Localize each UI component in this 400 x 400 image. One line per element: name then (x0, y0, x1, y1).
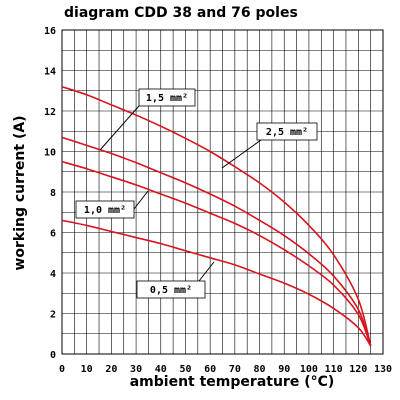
x-tick-label: 130 (374, 364, 392, 375)
x-tick-label: 20 (105, 364, 117, 375)
y-tick-label: 2 (50, 310, 56, 321)
x-tick-label: 120 (349, 364, 367, 375)
plot-frame (61, 29, 384, 355)
series-label-leader (133, 190, 149, 210)
series-label-3: 0,5 mm² (150, 285, 192, 296)
series-label-box (136, 280, 206, 299)
series-label-box (256, 122, 318, 141)
x-tick-label: 100 (300, 364, 318, 375)
y-tick-label: 10 (44, 148, 56, 159)
series-label-leader (221, 139, 262, 169)
series-label-0: 2,5 mm² (266, 127, 308, 138)
series-label-leader (198, 261, 215, 282)
curves (61, 85, 372, 347)
series-label-leader (99, 105, 140, 151)
x-tick-label: 50 (179, 364, 191, 375)
series-label-box (138, 88, 196, 107)
tick-labels: 0 10 20 30 40 50 60 70 80 90 100 110 120 130 0 2 4 6 8 10 12… (44, 26, 392, 375)
y-tick-label: 16 (44, 26, 56, 37)
x-tick-label: 10 (81, 364, 93, 375)
x-tick-label: 30 (130, 364, 142, 375)
y-tick-label: 12 (44, 107, 56, 118)
y-tick-label: 14 (44, 67, 56, 78)
series-labels: 2,5 mm² 1,5 mm² 1,0 mm² 0,5 mm² (75, 88, 318, 299)
chart-title: diagram CDD 38 and 76 poles (64, 5, 298, 21)
grid (61, 29, 384, 355)
y-tick-label: 0 (50, 350, 56, 361)
series-line-1 (61, 136, 372, 347)
series-line-2 (61, 160, 372, 347)
series-label-1: 1,5 mm² (146, 93, 188, 104)
x-tick-label: 90 (278, 364, 290, 375)
x-tick-label: 110 (325, 364, 343, 375)
x-axis-label: ambient temperature (°C) (130, 374, 335, 390)
y-axis-label: working current (A) (12, 115, 28, 270)
x-tick-label: 70 (229, 364, 241, 375)
x-tick-label: 60 (204, 364, 216, 375)
x-tick-label: 80 (254, 364, 266, 375)
y-tick-label: 4 (50, 269, 56, 280)
x-tick-label: 40 (155, 364, 167, 375)
series-label-2: 1,0 mm² (84, 205, 126, 216)
series-line-0 (61, 85, 372, 347)
series-label-box (75, 200, 135, 219)
y-tick-label: 8 (50, 188, 56, 199)
x-tick-label: 0 (59, 364, 65, 375)
series-line-3 (61, 219, 372, 347)
y-tick-label: 6 (50, 229, 56, 240)
